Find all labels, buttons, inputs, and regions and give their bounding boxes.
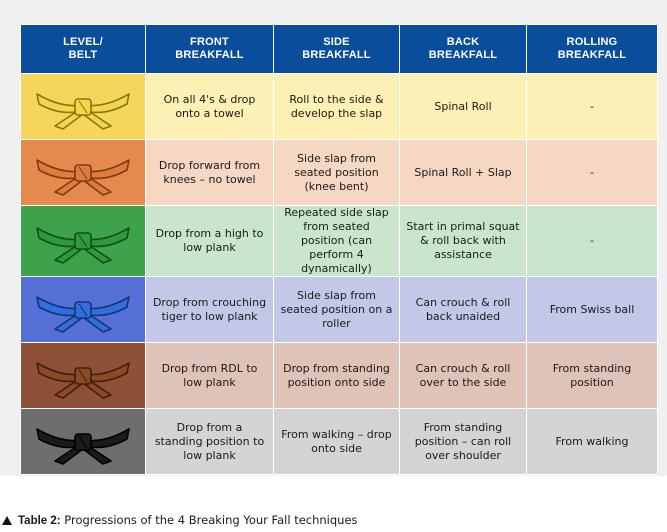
triangle-icon — [2, 516, 12, 525]
header-front-breakfall: FRONT BREAKFALL — [145, 24, 274, 74]
cell-front-breakfall: Drop from a high to low plank — [145, 205, 274, 277]
blue-belt-icon — [36, 295, 130, 333]
green-belt-icon — [36, 227, 130, 264]
belt-cell — [20, 408, 146, 475]
belt-cell — [20, 205, 146, 277]
cell-rolling-breakfall: From walking — [526, 408, 658, 475]
cell-side-breakfall: Roll to the side & develop the slap — [273, 73, 400, 140]
belt-cell — [20, 342, 146, 409]
caption-label: Table 2: — [18, 515, 61, 527]
table-row: Drop forward from knees – no towel Side s… — [20, 139, 658, 206]
cell-side-breakfall: Repeated side slap from seated position … — [273, 205, 400, 277]
table-row: On all 4's & drop onto a towel Roll to th… — [20, 73, 658, 140]
brown-belt-icon — [36, 361, 130, 399]
table-row: Drop from a high to low plank Repeated si… — [20, 205, 658, 277]
cell-rolling-breakfall: From standing position — [526, 342, 658, 409]
cell-front-breakfall: Drop forward from knees – no towel — [145, 139, 274, 206]
cell-front-breakfall: Drop from a standing position to low pla… — [145, 408, 274, 475]
yellow-belt-icon — [36, 92, 130, 130]
cell-front-breakfall: Drop from RDL to low plank — [145, 342, 274, 409]
table-panel: LEVEL/ BELT FRONT BREAKFALL SIDE BREAKFA… — [0, 0, 667, 476]
cell-back-breakfall: Start in primal squat & roll back with a… — [399, 205, 527, 277]
belt-cell — [20, 276, 146, 343]
table-row: Drop from crouching tiger to low plank Si… — [20, 276, 658, 343]
cell-rolling-breakfall: - — [526, 139, 658, 206]
caption-text: Progressions of the 4 Breaking Your Fall… — [60, 513, 358, 527]
header-back-breakfall: BACK BREAKFALL — [399, 24, 527, 74]
cell-rolling-breakfall: From Swiss ball — [526, 276, 658, 343]
cell-side-breakfall: Side slap from seated position on a roll… — [273, 276, 400, 343]
cell-back-breakfall: Can crouch & roll back unaided — [399, 276, 527, 343]
belt-cell — [20, 73, 146, 140]
cell-side-breakfall: From walking – drop onto side — [273, 408, 400, 475]
cell-back-breakfall: Spinal Roll — [399, 73, 527, 140]
orange-belt-icon — [36, 158, 130, 196]
cell-back-breakfall: Spinal Roll + Slap — [399, 139, 527, 206]
table-row: Drop from a standing position to low pla… — [20, 408, 658, 475]
header-level-belt: LEVEL/ BELT — [20, 24, 146, 74]
table-row: Drop from RDL to low plank Drop from stan… — [20, 342, 658, 409]
header-side-breakfall: SIDE BREAKFALL — [273, 24, 400, 74]
cell-front-breakfall: On all 4's & drop onto a towel — [145, 73, 274, 140]
cell-back-breakfall: Can crouch & roll over to the side — [399, 342, 527, 409]
black-belt-icon — [36, 427, 130, 465]
table-caption: Table 2: Progressions of the 4 Breaking … — [0, 513, 358, 527]
cell-front-breakfall: Drop from crouching tiger to low plank — [145, 276, 274, 343]
header-rolling-breakfall: ROLLING BREAKFALL — [526, 24, 658, 74]
cell-rolling-breakfall: - — [526, 73, 658, 140]
header-row: LEVEL/ BELT FRONT BREAKFALL SIDE BREAKFA… — [20, 24, 658, 74]
cell-side-breakfall: Side slap from seated position (knee ben… — [273, 139, 400, 206]
cell-side-breakfall: Drop from standing position onto side — [273, 342, 400, 409]
belt-cell — [20, 139, 146, 206]
cell-back-breakfall: From standing position – can roll over s… — [399, 408, 527, 475]
cell-rolling-breakfall: - — [526, 205, 658, 277]
breakfall-progressions-table: LEVEL/ BELT FRONT BREAKFALL SIDE BREAKFA… — [20, 24, 658, 475]
